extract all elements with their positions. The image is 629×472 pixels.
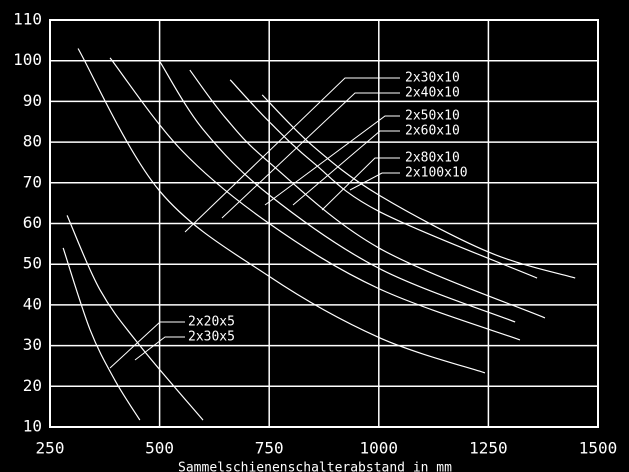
x-tick-label: 1250 xyxy=(469,439,508,458)
curve-label: 2x30x5 xyxy=(188,330,235,345)
x-axis-label: Sammelschienenschalterabstand in mm xyxy=(178,461,452,472)
x-tick-label: 1500 xyxy=(579,439,618,458)
y-tick-label: 70 xyxy=(23,172,42,191)
curve xyxy=(229,79,538,279)
y-tick-label: 30 xyxy=(23,335,42,354)
curve xyxy=(77,48,486,374)
curve-label: 2x50x10 xyxy=(405,109,460,124)
y-tick-label: 80 xyxy=(23,132,42,151)
curve xyxy=(62,247,141,421)
y-tick-label: 50 xyxy=(23,254,42,273)
x-tick-label: 750 xyxy=(255,439,284,458)
curve-label: 2x100x10 xyxy=(405,166,468,181)
y-tick-label: 40 xyxy=(23,294,42,313)
x-tick-label: 500 xyxy=(145,439,174,458)
curve xyxy=(109,57,521,341)
leader-lines xyxy=(109,77,400,369)
y-tick-label: 20 xyxy=(23,376,42,395)
curve xyxy=(66,215,204,421)
x-tick-label: 250 xyxy=(36,439,65,458)
y-tick-label: 60 xyxy=(23,213,42,232)
y-tick-label: 90 xyxy=(23,91,42,110)
curve xyxy=(189,69,546,319)
curve-label: 2x60x10 xyxy=(405,124,460,139)
curve-label: 2x20x5 xyxy=(188,315,235,330)
x-tick-label: 1000 xyxy=(360,439,399,458)
curve-label: 2x40x10 xyxy=(405,86,460,101)
curve-label: 2x80x10 xyxy=(405,151,460,166)
curve xyxy=(159,61,516,323)
curve-label: 2x30x10 xyxy=(405,71,460,86)
y-tick-label: 100 xyxy=(13,50,42,69)
curve xyxy=(261,94,576,279)
y-tick-label: 110 xyxy=(13,10,42,29)
y-tick-label: 10 xyxy=(23,417,42,436)
